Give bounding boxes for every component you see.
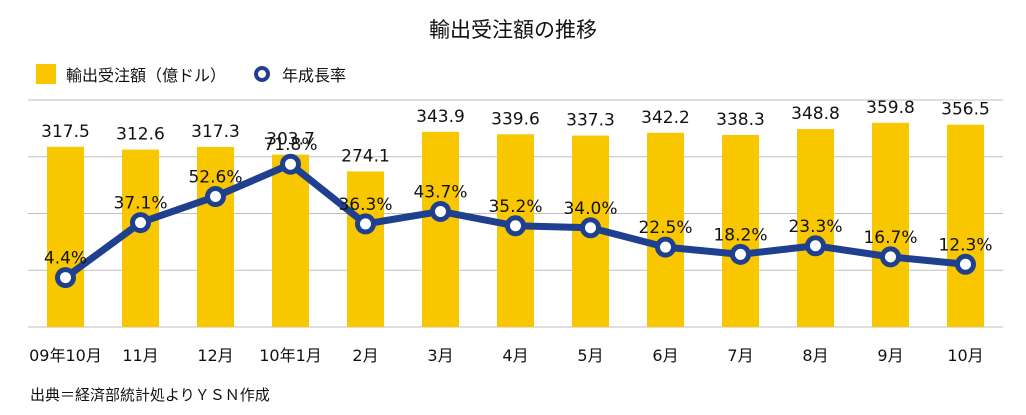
bar	[122, 149, 159, 327]
bar-value-label: 338.3	[716, 110, 765, 130]
line-point	[205, 186, 226, 208]
bar	[272, 154, 309, 327]
bar-value-label: 274.1	[341, 146, 390, 166]
line-point	[880, 246, 901, 268]
line-point	[355, 213, 376, 235]
x-tick-label: 9月	[877, 346, 903, 365]
line-value-label: 36.3%	[338, 195, 392, 215]
bar	[422, 131, 459, 327]
bar	[647, 132, 684, 327]
line-value-label: 71.8%	[263, 135, 317, 155]
x-tick-label: 09年10月	[29, 346, 102, 365]
bar-value-label: 359.8	[866, 98, 915, 118]
bar	[722, 135, 759, 327]
x-tick-label: 10年1月	[259, 346, 322, 365]
line-point	[580, 217, 601, 239]
x-tick-label: 6月	[652, 346, 678, 365]
bar	[47, 146, 84, 327]
legend-line-label: 年成長率	[282, 66, 347, 85]
line-point	[730, 243, 751, 265]
bar-value-label: 348.8	[791, 104, 840, 124]
line-value-label: 22.5%	[638, 218, 692, 238]
bar-value-label: 342.2	[641, 108, 690, 128]
line-point	[955, 253, 976, 275]
line-value-label: 4.4%	[44, 249, 87, 269]
source-note: 出典＝経済部統計処よりＹＳＮ作成	[30, 386, 270, 404]
chart-title: 輸出受注額の推移	[429, 18, 597, 42]
line-value-label: 12.3%	[938, 235, 992, 255]
x-tick-label: 5月	[577, 346, 603, 365]
bar-value-label: 337.3	[566, 111, 615, 131]
line-value-label: 23.3%	[788, 217, 842, 237]
x-tick-label: 12月	[197, 346, 233, 365]
line-point	[430, 200, 451, 222]
line-value-label: 18.2%	[713, 225, 767, 245]
bar-value-label: 317.5	[41, 122, 90, 142]
line-value-label: 35.2%	[488, 197, 542, 217]
line-value-label: 34.0%	[563, 199, 617, 219]
bar-value-label: 317.3	[191, 122, 240, 142]
bar	[347, 171, 384, 327]
legend-bar-label: 輸出受注額（億ドル）	[66, 66, 227, 85]
legend: 輸出受注額（億ドル） 年成長率	[36, 62, 372, 86]
x-tick-label: 11月	[122, 346, 158, 365]
x-tick-label: 3月	[427, 346, 453, 365]
legend-bar-swatch	[36, 64, 56, 84]
x-tick-label: 8月	[802, 346, 828, 365]
bar	[947, 124, 984, 327]
bar	[197, 146, 234, 327]
x-tick-label: 10月	[947, 346, 983, 365]
bar-value-label: 303.7	[266, 130, 315, 150]
bar-value-label: 356.5	[941, 100, 990, 120]
bar-value-label: 312.6	[116, 125, 165, 145]
line-point	[505, 215, 526, 237]
line-point	[55, 267, 76, 289]
line-value-label: 52.6%	[188, 168, 242, 188]
legend-item-bars: 輸出受注額（億ドル）	[36, 62, 226, 86]
line-point	[655, 236, 676, 258]
bar-value-label: 339.6	[491, 109, 540, 129]
legend-line-swatch	[252, 64, 272, 84]
legend-item-line: 年成長率	[252, 62, 346, 86]
line-value-label: 16.7%	[863, 228, 917, 248]
line-point	[805, 235, 826, 257]
bar	[797, 129, 834, 327]
x-tick-label: 4月	[502, 346, 528, 365]
line-point	[280, 153, 301, 175]
x-tick-label: 2月	[352, 346, 378, 365]
line-value-label: 37.1%	[113, 194, 167, 214]
line-value-label: 43.7%	[413, 182, 467, 202]
bar-value-label: 343.9	[416, 107, 465, 127]
x-tick-label: 7月	[727, 346, 753, 365]
line-point	[130, 212, 151, 234]
bar	[872, 122, 909, 327]
